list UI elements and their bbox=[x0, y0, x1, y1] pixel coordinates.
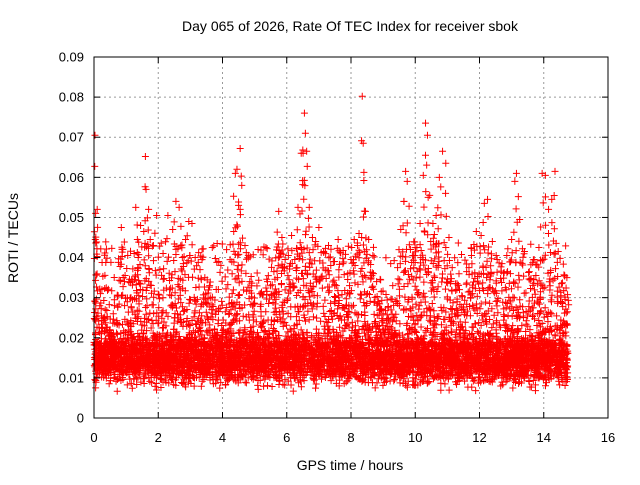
data-point bbox=[269, 383, 276, 390]
data-point bbox=[312, 385, 319, 392]
data-point bbox=[199, 378, 206, 385]
data-point bbox=[446, 387, 453, 394]
y-axis-label: ROTI / TECUs bbox=[5, 193, 21, 283]
chart-title: Day 065 of 2026, Rate Of TEC Index for r… bbox=[182, 18, 519, 34]
data-point bbox=[542, 382, 549, 389]
data-point bbox=[532, 387, 539, 394]
data-point bbox=[437, 387, 444, 394]
data-point bbox=[243, 379, 250, 386]
data-point bbox=[129, 385, 136, 392]
data-point bbox=[424, 379, 431, 386]
x-axis-label: GPS time / hours bbox=[297, 457, 404, 473]
data-point bbox=[472, 387, 479, 394]
data-point bbox=[264, 382, 271, 389]
data-point bbox=[441, 380, 448, 387]
data-point bbox=[291, 331, 298, 338]
data-point bbox=[468, 384, 475, 391]
data-points bbox=[91, 93, 573, 395]
data-point bbox=[255, 386, 262, 393]
data-point bbox=[290, 388, 297, 395]
data-point bbox=[216, 385, 223, 392]
data-point bbox=[198, 383, 205, 390]
data-point bbox=[114, 388, 121, 395]
